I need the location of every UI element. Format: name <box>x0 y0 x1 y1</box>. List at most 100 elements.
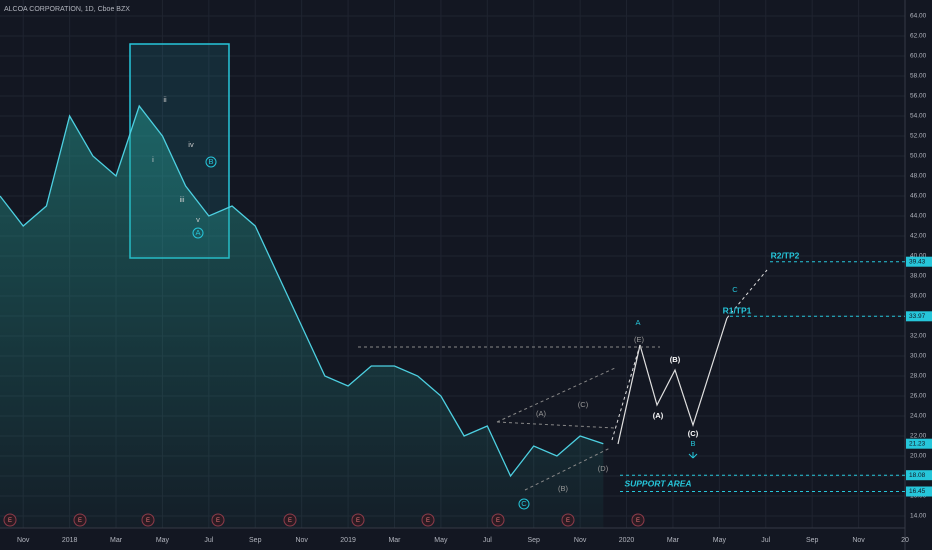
x-tick-label: Jul <box>761 537 770 544</box>
earnings-marker <box>211 513 225 527</box>
y-tick-label: 14.00 <box>910 513 927 520</box>
earnings-label: E <box>216 518 220 524</box>
x-tick-label: Jul <box>483 537 492 544</box>
wave-label: (D) <box>598 464 609 473</box>
y-tick-label: 62.00 <box>910 33 927 40</box>
level-label: 16.45 <box>909 488 926 495</box>
level-label: 33.97 <box>909 313 926 320</box>
y-tick-label: 58.00 <box>910 73 927 80</box>
y-tick-label: 52.00 <box>910 133 927 140</box>
level-tag <box>906 486 932 497</box>
y-tick-label: 26.00 <box>910 393 927 400</box>
wave-label: v <box>196 215 200 224</box>
wave-label: (A) <box>653 411 664 420</box>
wave-label: (C) <box>578 400 589 409</box>
x-tick-label: 2019 <box>340 537 356 544</box>
plot <box>0 104 604 528</box>
y-tick-label: 24.00 <box>910 413 927 420</box>
x-tick-label: Nov <box>574 537 587 544</box>
wave-label: C <box>732 285 738 294</box>
y-tick-label: 22.00 <box>910 433 927 440</box>
y-tick-label: 42.00 <box>910 233 927 240</box>
earnings-marker <box>3 513 17 527</box>
earnings-label: E <box>288 518 292 524</box>
level-tag <box>906 256 932 267</box>
chart-title: ALCOA CORPORATION, 1D, Cboe BZX <box>4 6 130 13</box>
x-tick-label: Mar <box>667 537 680 544</box>
x-tick-label: May <box>713 537 727 544</box>
earnings-label: E <box>566 518 570 524</box>
y-tick-label: 64.00 <box>910 13 927 20</box>
last-price-tag <box>906 438 932 449</box>
y-tick-label: 56.00 <box>910 93 927 100</box>
earnings-label: E <box>8 518 12 524</box>
x-tick-label: Sep <box>806 537 819 544</box>
earnings-label: E <box>78 518 82 524</box>
y-tick-label: 30.00 <box>910 353 927 360</box>
y-tick-label: 36.00 <box>910 293 927 300</box>
wave-label: iii <box>180 195 185 204</box>
level-tag <box>906 470 932 481</box>
earnings-label: E <box>426 518 430 524</box>
earnings-marker <box>73 513 87 527</box>
last-price-label: 21.23 <box>909 440 926 447</box>
wave-label: C <box>521 499 527 508</box>
wave-label: (B) <box>670 355 681 364</box>
earnings-marker <box>561 513 575 527</box>
y-tick-label: 44.00 <box>910 213 927 220</box>
wave-label: (E) <box>634 335 645 344</box>
y-tick-label: 28.00 <box>910 373 927 380</box>
wave-label: (A) <box>536 409 547 418</box>
y-tick-label: 38.00 <box>910 273 927 280</box>
wave-label: R1/TP1 <box>723 305 752 315</box>
wave-label: (B) <box>558 484 569 493</box>
price-line <box>0 104 604 478</box>
earnings-label: E <box>356 518 360 524</box>
wave-label: A <box>635 318 640 327</box>
y-tick-label: 40.00 <box>910 253 927 260</box>
earnings-marker <box>631 513 645 527</box>
x-tick-label: Jul <box>204 537 213 544</box>
x-tick-label: May <box>156 537 170 544</box>
y-tick-label: 46.00 <box>910 193 927 200</box>
y-tick-label: 54.00 <box>910 113 927 120</box>
earnings-label: E <box>146 518 150 524</box>
level-label: 39.43 <box>909 258 926 265</box>
level-label: 18.08 <box>909 472 926 479</box>
y-axis-bg <box>905 0 932 550</box>
wave-circle <box>518 498 530 510</box>
y-tick-label: 20.00 <box>910 453 927 460</box>
level-tag <box>906 311 932 322</box>
x-tick-label: Nov <box>295 537 308 544</box>
earnings-marker <box>351 513 365 527</box>
earnings-marker <box>283 513 297 527</box>
x-tick-label: Nov <box>17 537 30 544</box>
wave-label: (C) <box>688 429 699 438</box>
x-tick-label: 20 <box>901 537 909 544</box>
earnings-label: E <box>496 518 500 524</box>
x-tick-label: May <box>434 537 448 544</box>
wave-label: B <box>208 157 213 166</box>
earnings-marker <box>141 513 155 527</box>
x-tick-label: Sep <box>527 537 540 544</box>
x-tick-label: 2018 <box>62 537 78 544</box>
wave-label: ii <box>163 95 167 104</box>
projections <box>358 269 768 491</box>
price-area <box>0 106 604 528</box>
x-tick-label: Sep <box>249 537 262 544</box>
wave-circle <box>205 156 217 168</box>
x-tick-label: 2020 <box>619 537 635 544</box>
wave-label: A <box>195 228 200 237</box>
earnings-marker <box>491 513 505 527</box>
wave-label: B <box>690 439 695 448</box>
x-tick-label: Nov <box>852 537 865 544</box>
wave-circle <box>192 227 204 239</box>
wave-label: R2/TP2 <box>771 250 800 260</box>
x-tick-label: Mar <box>110 537 123 544</box>
earnings-marker <box>421 513 435 527</box>
x-tick-label: Mar <box>388 537 401 544</box>
y-tick-label: 50.00 <box>910 153 927 160</box>
wave-label: i <box>152 155 154 164</box>
wave-label: iv <box>188 140 194 149</box>
